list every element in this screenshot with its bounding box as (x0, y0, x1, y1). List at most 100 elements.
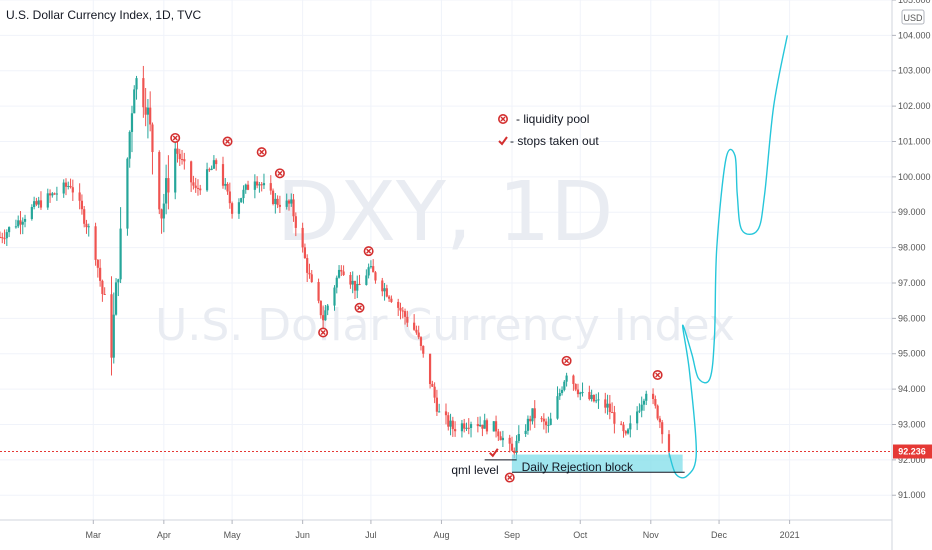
candle-body (5, 232, 8, 239)
candle-body (431, 384, 434, 387)
candle-body (278, 204, 281, 207)
liquidity-pool-marker (318, 327, 329, 338)
candle-body (290, 199, 293, 204)
time-tick-label: Aug (433, 530, 449, 540)
price-axis[interactable]: 91.000 92.000 93.000 94.000 95.000 96.000 97.0… (892, 0, 931, 500)
candle-body (399, 307, 402, 311)
candle-body (142, 78, 145, 108)
candle-body (39, 200, 43, 208)
time-tick-label: Jul (365, 530, 377, 540)
candle-body (483, 420, 486, 429)
candle-body (608, 403, 611, 413)
candle-body (611, 412, 614, 414)
candle-body (656, 405, 659, 419)
time-tick-label: Sep (504, 530, 520, 540)
candle-body (658, 418, 661, 423)
candle-body (303, 247, 307, 259)
candle-body (592, 394, 596, 402)
candle-body (176, 148, 179, 154)
candle-body (508, 437, 511, 444)
candle-body (342, 271, 345, 275)
candle-body (385, 288, 388, 297)
candle-body (558, 393, 561, 397)
candle-body (110, 294, 113, 358)
candle-body (324, 310, 327, 321)
candle-body (287, 200, 291, 204)
candle-body (210, 168, 213, 170)
price-tick-label: 105.000 (898, 0, 931, 5)
liquidity-pool-marker (274, 168, 285, 179)
candle-body (196, 187, 200, 189)
candle-body (542, 418, 545, 422)
candle-body (221, 164, 225, 186)
candle-body (401, 310, 404, 312)
checkmark-icon-shape (498, 136, 508, 146)
candle-body (638, 410, 641, 412)
candle-body (413, 322, 416, 330)
liquidity-pool-marker (363, 246, 374, 257)
candle-body (419, 337, 423, 346)
liquidity-pool-marker (652, 369, 663, 380)
price-tick-label: 101.000 (898, 136, 931, 146)
watermark-name: U.S. Dollar Currency Index (155, 300, 735, 351)
legend-stops-taken-out: - stops taken out (510, 134, 599, 148)
time-tick-label: Nov (643, 530, 660, 540)
candle-body (85, 223, 88, 228)
time-tick-label: Jun (295, 530, 310, 540)
candle-body (326, 305, 329, 311)
candle-body (274, 198, 277, 205)
candle-body (117, 279, 120, 283)
candle-body (351, 280, 354, 285)
candle-body (397, 301, 400, 308)
candle-body (208, 169, 211, 171)
candle-body (606, 403, 609, 408)
candle-body (469, 424, 473, 428)
unit-badge[interactable] (901, 9, 925, 25)
candle-body (130, 113, 134, 132)
liquidity-pool-marker (504, 472, 515, 483)
price-tick-label: 91.000 (898, 490, 926, 500)
candle-body (165, 178, 168, 204)
candle-body (310, 274, 313, 283)
candle-body (460, 423, 464, 432)
liquidity-pool-icon (497, 114, 508, 125)
candle-body (335, 277, 338, 288)
candle-body (447, 415, 450, 427)
candle-body (417, 332, 420, 338)
candle-body (167, 178, 170, 193)
candle-body (428, 353, 432, 385)
candle-body (146, 107, 150, 115)
price-tick-label: 102.000 (898, 101, 931, 111)
candle-body (358, 283, 361, 285)
candle-body (422, 345, 425, 354)
candle-body (35, 201, 38, 205)
candle-body (62, 182, 65, 194)
stops-taken-out-marker (489, 448, 499, 458)
price-tick-label: 104.000 (898, 30, 931, 40)
chart-title: U.S. Dollar Currency Index, 1D, TVC (6, 8, 202, 22)
candle-body (588, 391, 591, 400)
rejection-block-zone (511, 454, 683, 473)
candle-body (71, 187, 74, 193)
current-price-label: 92.236 (898, 447, 926, 457)
candle-body (642, 400, 646, 405)
candle-body (17, 220, 20, 227)
candle-body (463, 423, 466, 429)
time-axis[interactable]: Mar Apr May Jun Jul Aug Sep Oct Nov Dec 2021 (86, 520, 800, 540)
candle-body (381, 280, 384, 292)
candle-body (14, 226, 18, 228)
rejection-block-label: Daily Rejection block (522, 460, 634, 474)
candle-body (8, 227, 11, 233)
candle-body (246, 184, 250, 190)
candle-body (178, 153, 181, 160)
candle-body (524, 430, 527, 435)
time-tick-label: Oct (573, 530, 588, 540)
candle-body (48, 193, 52, 196)
price-tick-label: 103.000 (898, 66, 931, 76)
candle-body (356, 283, 359, 291)
unit-label: USD (903, 13, 923, 23)
candle-body (226, 183, 229, 192)
candle-body (560, 389, 564, 394)
candle-body (581, 391, 584, 393)
